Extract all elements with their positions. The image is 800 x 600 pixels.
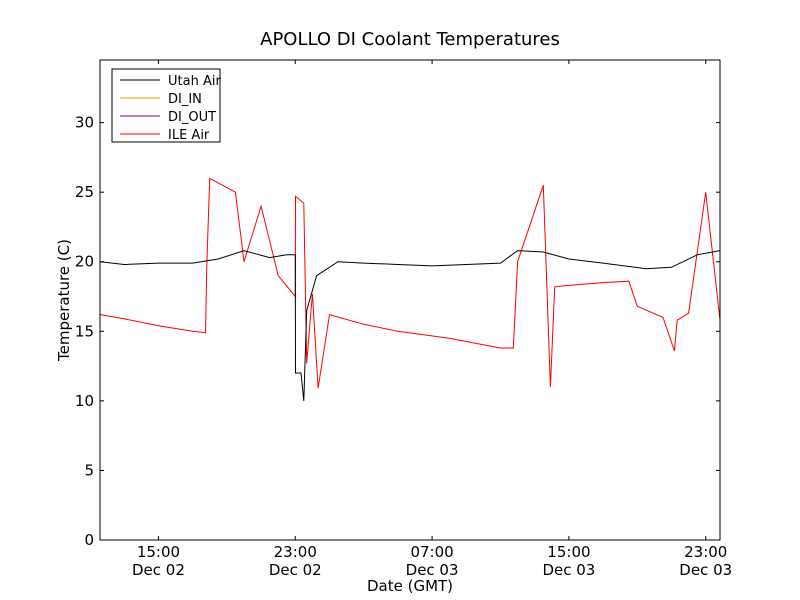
x-tick-date-label: Dec 02 <box>132 561 185 579</box>
x-tick-date-label: Dec 02 <box>269 561 322 579</box>
y-tick-label: 30 <box>75 114 94 132</box>
legend-box <box>111 68 221 143</box>
y-tick-label: 5 <box>84 461 94 479</box>
y-tick-label: 0 <box>84 531 94 549</box>
x-tick-date-label: Dec 03 <box>406 561 459 579</box>
x-tick-time-label: 15:00 <box>137 543 180 561</box>
x-tick-time-label: 23:00 <box>684 543 727 561</box>
plot-area <box>99 177 721 401</box>
utah-air-line <box>99 250 721 401</box>
legend-label: Utah Air <box>168 74 221 89</box>
x-tick-date-label: Dec 03 <box>542 561 595 579</box>
legend: Utah Air DI_IN DI_OUT ILE Air <box>111 68 221 143</box>
y-tick-label: 25 <box>75 183 94 201</box>
y-axis-label: Temperature (C) <box>55 239 73 362</box>
y-tick-label: 10 <box>75 392 94 410</box>
y-axis: 0 5 10 15 20 25 30 <box>75 114 720 549</box>
chart-title: APOLLO DI Coolant Temperatures <box>260 29 560 50</box>
legend-label: ILE Air <box>168 128 210 143</box>
legend-label: DI_OUT <box>168 110 216 125</box>
plot-frame <box>99 59 721 541</box>
x-tick-time-label: 23:00 <box>274 543 317 561</box>
y-tick-label: 20 <box>75 253 94 271</box>
legend-label: DI_IN <box>168 92 202 107</box>
x-axis-label: Date (GMT) <box>367 577 453 595</box>
x-tick-time-label: 15:00 <box>547 543 590 561</box>
x-tick-time-label: 07:00 <box>410 543 453 561</box>
ile-air-line <box>99 177 721 389</box>
y-tick-label: 15 <box>75 322 94 340</box>
x-tick-date-label: Dec 03 <box>679 561 732 579</box>
